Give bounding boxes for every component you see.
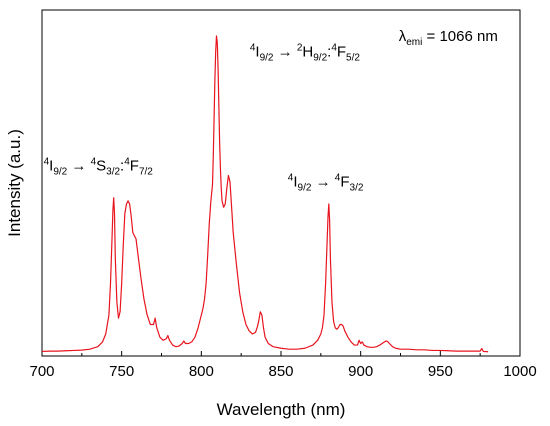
plot-frame — [41, 9, 521, 357]
annotation-text-part: → — [67, 158, 90, 175]
annotation-text-part: 4 — [335, 173, 341, 184]
annotation-text-part: S — [96, 158, 106, 175]
x-tick-label: 700 — [29, 363, 54, 380]
annotation-text-part: 4 — [91, 157, 97, 168]
y-axis-title: Intensity (a.u.) — [5, 129, 24, 237]
x-tick-label: 900 — [348, 363, 373, 380]
annotation-text-part: 3/2 — [106, 167, 120, 178]
annotation-text-part: emi — [406, 37, 422, 48]
annotation-text-part: I — [293, 174, 297, 191]
annotation-text-part: : — [120, 158, 124, 175]
annotation-text-part: I — [49, 158, 53, 175]
x-tick-label: 950 — [428, 363, 453, 380]
x-tick-label: 750 — [109, 363, 134, 380]
x-tick-label: 850 — [268, 363, 293, 380]
annotation-text-part: : — [327, 44, 331, 61]
annotation-text-part: F — [337, 44, 346, 61]
annotation-text-part: 4 — [331, 43, 337, 54]
annotation-text-part: F — [130, 158, 139, 175]
annotation-text-part: 4 — [44, 157, 50, 168]
annotation-text-part: 2 — [297, 43, 303, 54]
annotation-text-part: 4 — [250, 43, 256, 54]
annotation-transition-880: 4I9/2 → 4F3/2 — [288, 173, 364, 194]
annotation-text-part: 9/2 — [313, 53, 327, 64]
annotation-text-part: 9/2 — [298, 183, 312, 194]
annotation-text-part: 3/2 — [350, 183, 364, 194]
annotation-text-part: H — [302, 44, 313, 61]
annotation-text-part: 5/2 — [346, 53, 360, 64]
spectrum-line-0 — [41, 35, 489, 353]
annotation-text-part: 9/2 — [53, 167, 67, 178]
annotation-text-part: 4 — [124, 157, 130, 168]
annotation-transition-745: 4I9/2 → 4S3/2:4F7/2 — [44, 157, 154, 178]
series-layer — [41, 35, 489, 353]
annotation-text-part: 7/2 — [139, 167, 153, 178]
annotation-text-part: → — [311, 174, 334, 191]
x-axis-ticks: 700 750 800 850 900 950 1000 — [29, 351, 537, 380]
annotation-lambda-emi: λemi = 1066 nm — [399, 28, 498, 48]
x-tick-label: 1000 — [503, 363, 536, 380]
annotation-text-part: λ — [399, 28, 407, 45]
annotation-text-part: → — [273, 44, 296, 61]
x-tick-label: 800 — [189, 363, 214, 380]
annotation-text-part: 9/2 — [260, 53, 274, 64]
annotation-text-part: = 1066 nm — [422, 28, 497, 45]
annotation-text-part: F — [340, 174, 349, 191]
annotation-text-part: 4 — [288, 173, 294, 184]
x-axis-title: Wavelength (nm) — [217, 400, 346, 419]
annotation-transition-810: 4I9/2 → 2H9/2:4F5/2 — [250, 43, 361, 64]
annotation-text-part: I — [255, 44, 259, 61]
